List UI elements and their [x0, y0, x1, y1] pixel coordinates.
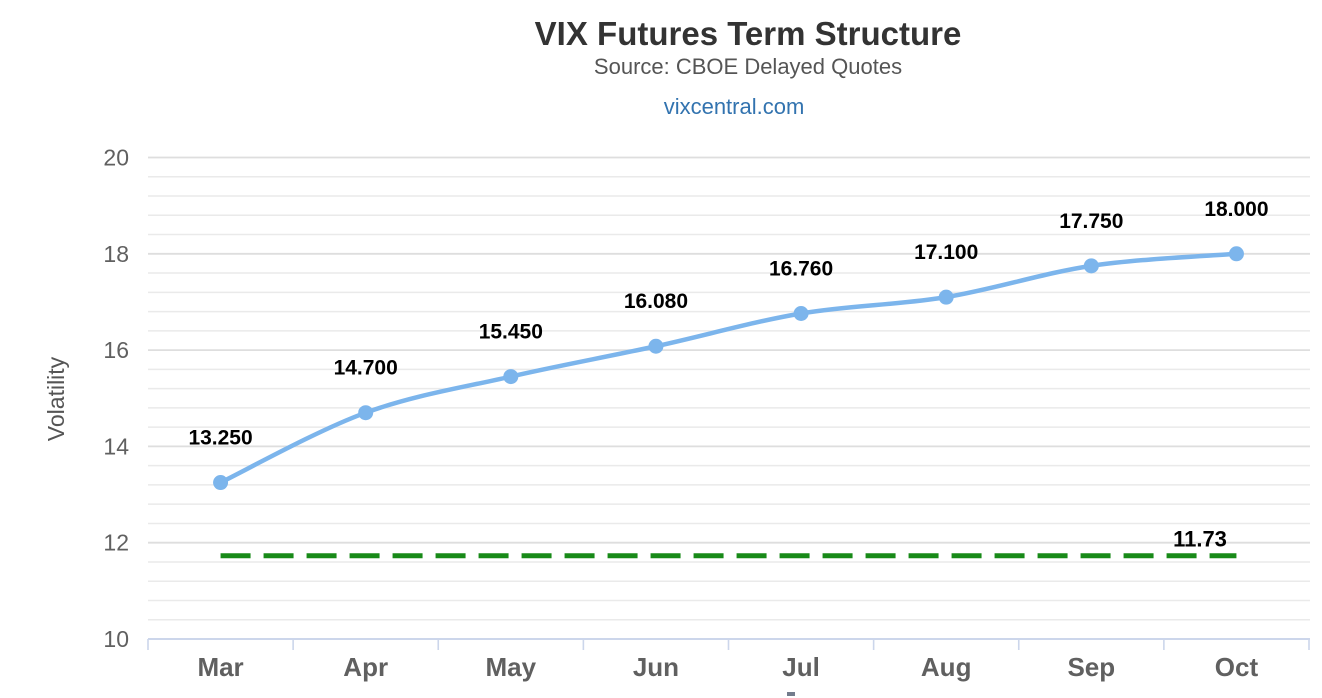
data-point-jul[interactable]	[793, 306, 809, 322]
y-axis-label-18: 18	[103, 241, 129, 267]
futures-curve-line	[218, 251, 1239, 485]
chart-subtitle: Source: CBOE Delayed Quotes	[593, 54, 903, 79]
y-axis-label-14: 14	[103, 433, 129, 459]
data-point-apr[interactable]	[358, 405, 374, 421]
y-axis-label-16: 16	[103, 337, 129, 363]
clipped-text-artifact	[787, 692, 795, 696]
y-axis-title: Volatility	[43, 356, 69, 441]
spot-vix-value-label: 11.73	[1173, 527, 1227, 552]
point-label-sep: 17.750	[1059, 210, 1123, 233]
x-axis-label-aug: Aug	[921, 652, 972, 682]
y-axis-label-12: 12	[103, 530, 129, 556]
x-axis-label-mar: Mar	[197, 652, 243, 682]
data-point-oct[interactable]	[1228, 246, 1244, 262]
x-axis-label-oct: Oct	[1215, 652, 1259, 682]
point-label-jul: 16.760	[769, 258, 833, 281]
point-label-apr: 14.700	[334, 357, 398, 380]
chart-title: VIX Futures Term Structure	[534, 15, 962, 52]
x-axis-label-may: May	[486, 652, 537, 682]
data-point-sep[interactable]	[1083, 258, 1099, 274]
x-axis-label-apr: Apr	[343, 652, 388, 682]
x-axis-label-sep: Sep	[1067, 652, 1115, 682]
point-label-may: 15.450	[479, 321, 543, 344]
y-axis-label-20: 20	[103, 145, 129, 171]
point-label-mar: 13.250	[188, 427, 252, 450]
data-point-may[interactable]	[503, 369, 519, 385]
point-label-jun: 16.080	[624, 290, 688, 313]
site-link[interactable]: vixcentral.com	[663, 94, 805, 119]
point-label-oct: 18.000	[1204, 198, 1268, 221]
x-axis-label-jun: Jun	[633, 652, 679, 682]
data-point-jun[interactable]	[648, 338, 664, 354]
point-label-aug: 17.100	[914, 241, 978, 264]
x-axis-label-jul: Jul	[782, 652, 820, 682]
data-point-mar[interactable]	[213, 475, 229, 491]
data-point-aug[interactable]	[938, 289, 954, 305]
y-axis-label-10: 10	[103, 626, 129, 652]
